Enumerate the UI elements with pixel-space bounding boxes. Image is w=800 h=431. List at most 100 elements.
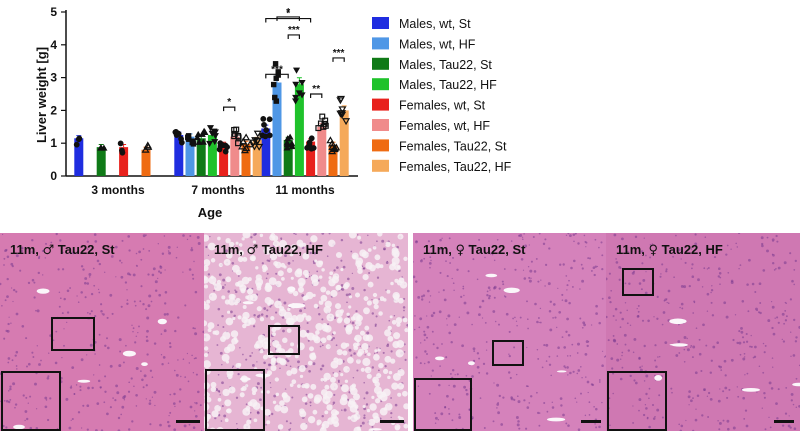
nucleus-dot (496, 407, 498, 409)
nucleus-dot (493, 296, 496, 299)
nucleus-dot (600, 241, 603, 244)
nucleus-dot (613, 233, 617, 237)
bar (219, 144, 229, 176)
nucleus-dot (566, 284, 569, 287)
nucleus-dot (730, 281, 734, 284)
nucleus-dot (643, 237, 645, 239)
lipid-vacuole (313, 336, 321, 344)
nucleus-dot (794, 340, 798, 343)
zoom-inset (205, 369, 265, 431)
nucleus-dot (172, 402, 176, 405)
vessel-lumen (556, 370, 567, 373)
bar (294, 84, 304, 176)
nucleus-dot (438, 291, 440, 293)
nucleus-dot (127, 390, 131, 393)
nucleus-dot (189, 234, 192, 238)
nucleus-dot (169, 345, 172, 349)
nucleus-dot (93, 374, 95, 376)
nucleus-dot (15, 290, 18, 293)
nucleus-dot (265, 424, 267, 426)
nucleus-dot (539, 321, 542, 324)
lipid-vacuole (221, 353, 230, 362)
lipid-vacuole (321, 426, 325, 430)
nucleus-dot (565, 330, 568, 333)
nucleus-dot (545, 343, 549, 347)
data-point (292, 81, 300, 88)
nucleus-dot (221, 363, 223, 366)
nucleus-dot (571, 343, 574, 346)
nucleus-dot (722, 390, 725, 393)
nucleus-dot (522, 250, 524, 252)
nucleus-dot (567, 424, 570, 427)
lipid-vacuole (272, 400, 277, 404)
nucleus-dot (378, 369, 380, 372)
lipid-vacuole (222, 388, 230, 397)
lipid-vacuole (402, 390, 408, 397)
scale-bar (176, 420, 200, 423)
nucleus-dot (430, 375, 432, 377)
nucleus-dot (135, 405, 138, 407)
nucleus-dot (256, 315, 260, 318)
nucleus-dot (133, 385, 135, 387)
nucleus-dot (759, 302, 762, 304)
nucleus-dot (363, 414, 366, 417)
nucleus-dot (548, 363, 552, 366)
nucleus-dot (608, 272, 611, 275)
nucleus-dot (448, 412, 451, 415)
nucleus-dot (220, 420, 223, 422)
nucleus-dot (161, 363, 164, 366)
nucleus-dot (44, 405, 48, 409)
male-symbol-icon: ♂ (42, 243, 55, 258)
nucleus-dot (189, 405, 193, 409)
nucleus-dot (237, 275, 240, 277)
nucleus-dot (462, 285, 465, 288)
nucleus-dot (132, 273, 136, 277)
bar (207, 135, 217, 176)
nucleus-dot (577, 242, 580, 245)
nucleus-dot (633, 379, 636, 382)
nucleus-dot (46, 418, 50, 422)
nucleus-dot (283, 301, 287, 305)
lipid-vacuole (259, 317, 265, 322)
nucleus-dot (429, 295, 432, 297)
nucleus-dot (265, 277, 268, 280)
lipid-vacuole (267, 302, 271, 306)
nucleus-dot (41, 249, 45, 253)
nucleus-dot (104, 375, 107, 378)
nucleus-dot (694, 233, 697, 236)
nucleus-dot (730, 358, 734, 362)
nucleus-dot (364, 354, 366, 356)
nucleus-dot (423, 257, 426, 260)
nucleus-dot (789, 426, 792, 429)
tile-label: 11m, ♀ Tau22, HF (616, 242, 723, 258)
vessel-lumen (669, 318, 687, 325)
nucleus-dot (485, 349, 488, 351)
lipid-vacuole (282, 395, 291, 403)
nucleus-dot (670, 387, 673, 390)
nucleus-dot (502, 283, 505, 286)
data-point (292, 98, 300, 105)
nucleus-dot (565, 275, 568, 277)
data-point (261, 121, 267, 128)
nucleus-dot (0, 400, 1, 403)
micrograph-panel-female: 11m, ♀ Tau22, St 11m, ♀ Tau22, HF (413, 233, 800, 431)
y-axis-label: Liver weight [g] (34, 47, 49, 143)
nucleus-dot (615, 258, 617, 260)
vessel-lumen (485, 273, 498, 278)
lipid-vacuole (397, 392, 402, 397)
nucleus-dot (308, 369, 311, 373)
nucleus-dot (361, 265, 364, 268)
lipid-vacuole (346, 312, 350, 316)
nucleus-dot (653, 316, 655, 318)
nucleus-dot (371, 366, 375, 369)
lipid-vacuole (336, 318, 342, 324)
data-point (266, 116, 273, 123)
nucleus-dot (33, 296, 36, 299)
nucleus-dot (285, 358, 288, 361)
nucleus-dot (728, 388, 731, 391)
nucleus-dot (213, 289, 215, 292)
nucleus-dot (656, 408, 660, 412)
nucleus-dot (207, 273, 211, 276)
nucleus-dot (465, 388, 468, 392)
nucleus-dot (661, 323, 664, 326)
